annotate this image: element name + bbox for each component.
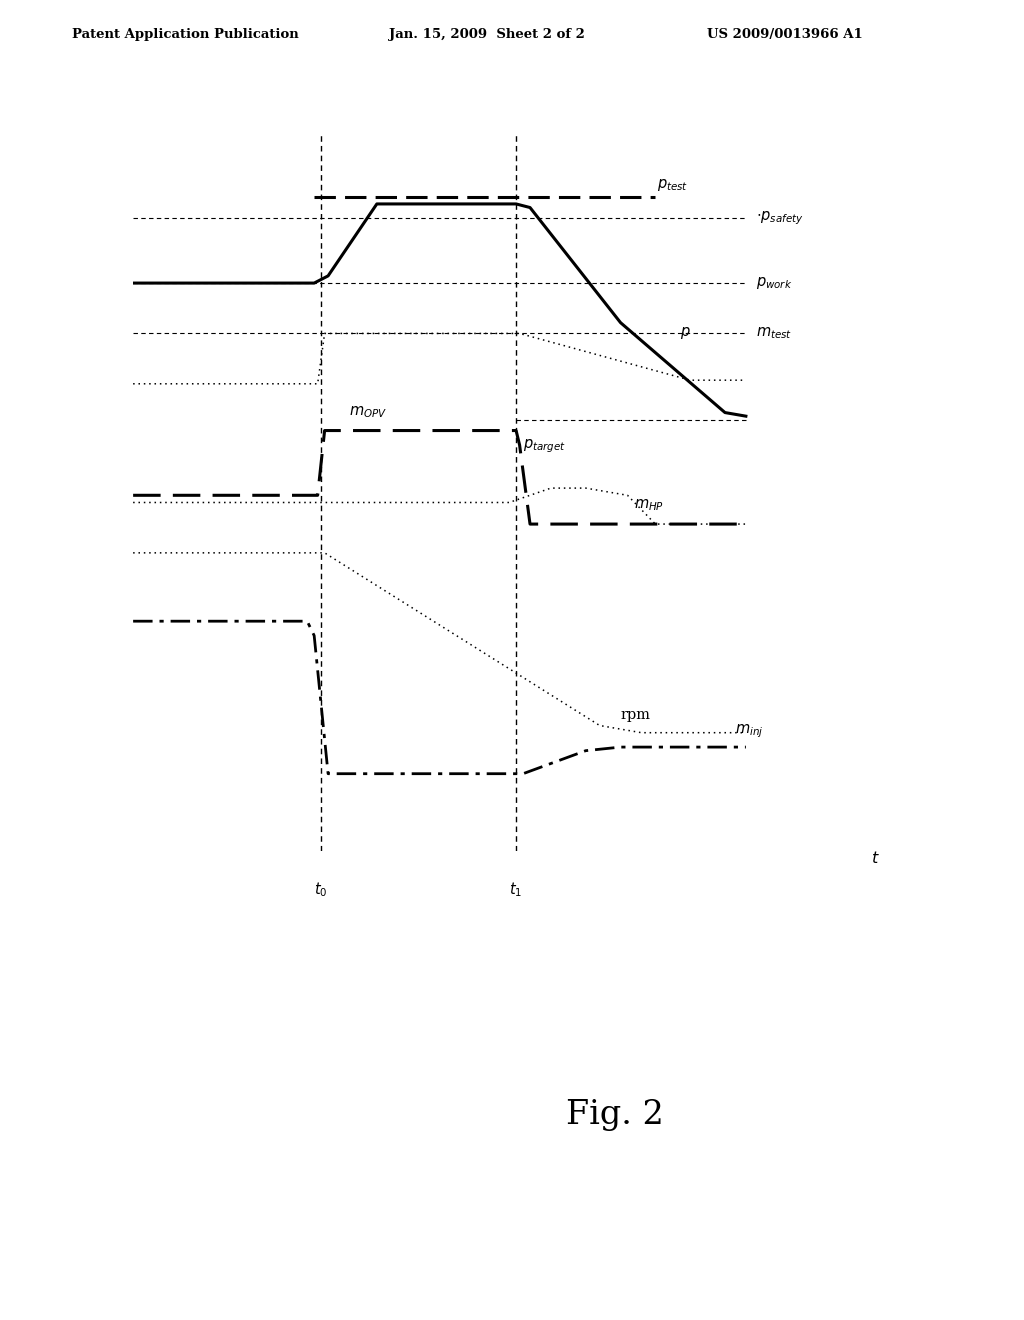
Text: rpm: rpm [621,708,650,722]
Text: US 2009/0013966 A1: US 2009/0013966 A1 [707,28,862,41]
Text: Fig. 2: Fig. 2 [565,1100,664,1131]
Text: Patent Application Publication: Patent Application Publication [72,28,298,41]
Text: $p$: $p$ [680,326,690,342]
Text: $p_{work}$: $p_{work}$ [757,275,793,292]
Text: $p_{target}$: $p_{target}$ [523,438,566,455]
Text: $m_{test}$: $m_{test}$ [757,326,793,342]
Text: $m_{OPV}$: $m_{OPV}$ [349,404,387,420]
Text: $m_{HP}$: $m_{HP}$ [635,498,665,513]
Text: Jan. 15, 2009  Sheet 2 of 2: Jan. 15, 2009 Sheet 2 of 2 [389,28,585,41]
Text: $t_1$: $t_1$ [510,880,522,899]
Text: $t$: $t$ [871,850,880,867]
Text: $t_0$: $t_0$ [314,880,328,899]
Text: $\cdot p_{safety}$: $\cdot p_{safety}$ [757,210,804,227]
Text: $p_{test}$: $p_{test}$ [656,177,688,193]
Text: $m_{inj}$: $m_{inj}$ [735,722,764,741]
